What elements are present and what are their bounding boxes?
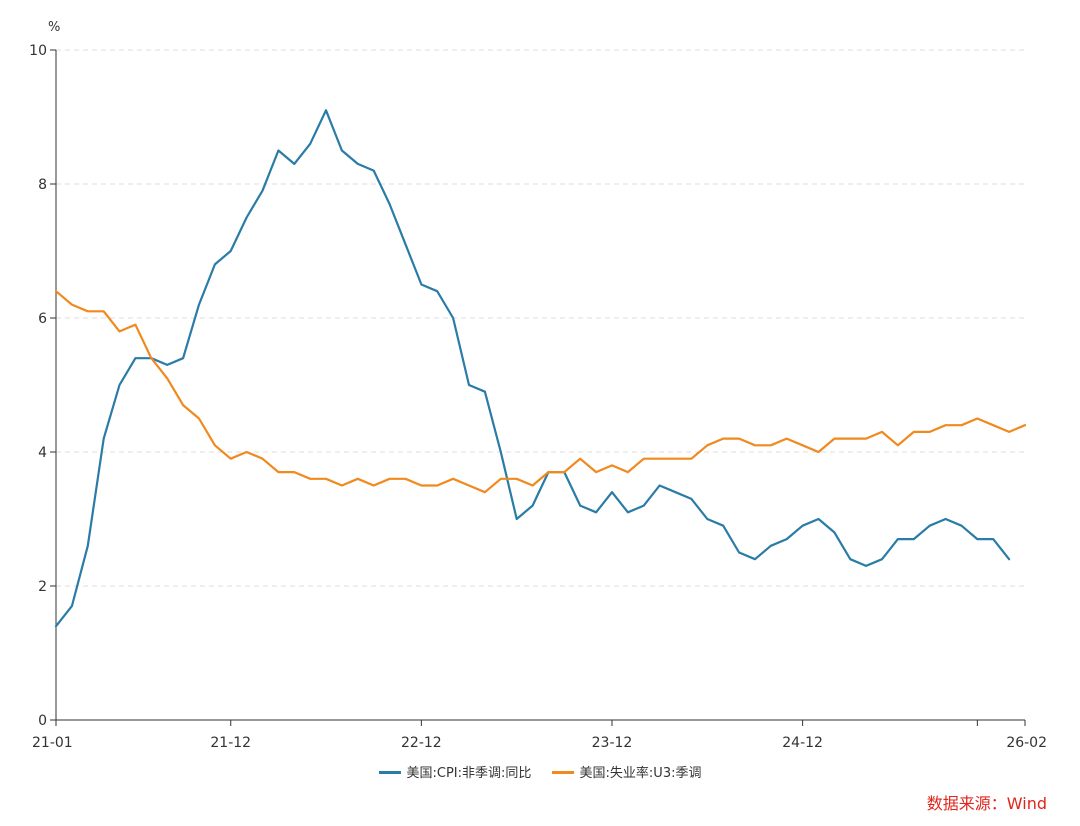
x-tick-label: 21-12 bbox=[210, 735, 251, 751]
y-tick-label: 4 bbox=[38, 445, 47, 461]
x-tick-label: 22-12 bbox=[401, 735, 442, 751]
source-note: 数据来源：Wind bbox=[926, 794, 1047, 813]
x-tick-label: 24-12 bbox=[782, 735, 823, 751]
x-tick-label: 21-01 bbox=[32, 735, 73, 751]
legend-swatch-unemployment bbox=[551, 771, 574, 774]
grid-lines bbox=[56, 49, 1025, 587]
series-line-unemployment bbox=[54, 290, 1027, 494]
legend-item-unemployment[interactable]: 美国:失业率:U3:季调 bbox=[551, 762, 702, 781]
y-tick-label: 2 bbox=[38, 579, 47, 595]
y-tick-label: 0 bbox=[38, 713, 47, 729]
x-tick-label: 26-02 bbox=[1006, 735, 1047, 751]
legend-label-cpi: 美国:CPI:非季调:同比 bbox=[406, 766, 532, 781]
legend-label-unemployment: 美国:失业率:U3:季调 bbox=[579, 766, 702, 781]
y-axis-unit: % bbox=[48, 20, 60, 35]
y-tick-label: 6 bbox=[38, 311, 47, 327]
line-chart: 0 2 4 6 8 10 21-01 21-12 22-12 23-12 24-12 26-02 % bbox=[29, 20, 1047, 751]
x-tick-label: 23-12 bbox=[592, 735, 633, 751]
y-tick-label: 10 bbox=[29, 43, 47, 59]
legend: 美国:CPI:非季调:同比 美国:失业率:U3:季调 bbox=[0, 762, 1080, 781]
legend-swatch-cpi bbox=[378, 771, 401, 774]
series-line-cpi bbox=[54, 109, 1011, 628]
y-tick-label: 8 bbox=[38, 177, 47, 193]
axes: 0 2 4 6 8 10 21-01 21-12 22-12 23-12 24-12 26-02 bbox=[29, 43, 1047, 751]
series-lines bbox=[54, 109, 1027, 628]
legend-item-cpi[interactable]: 美国:CPI:非季调:同比 bbox=[378, 762, 532, 781]
